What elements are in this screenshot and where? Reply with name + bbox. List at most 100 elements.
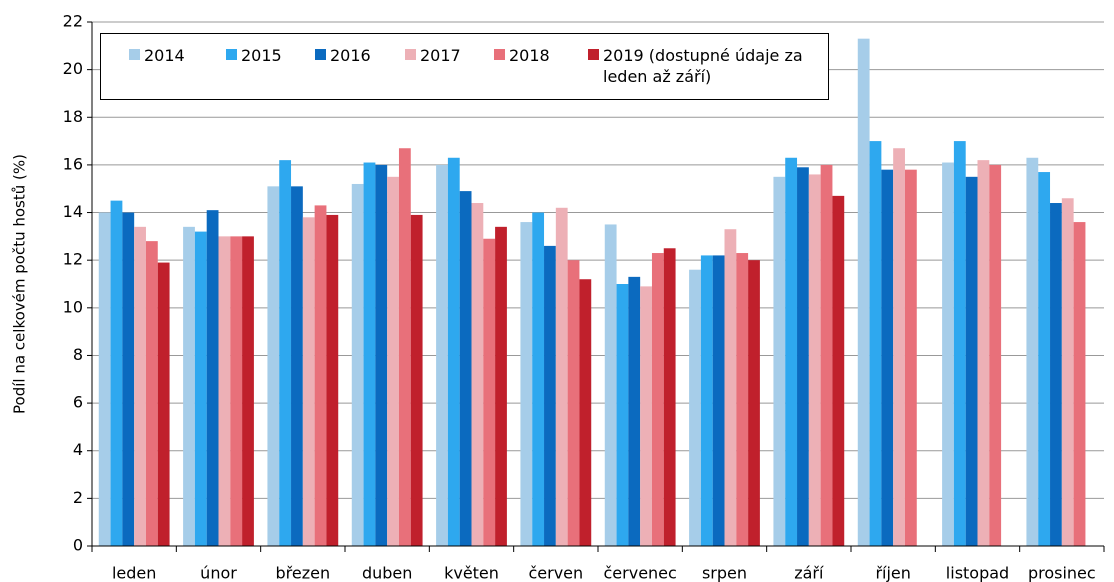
bar (942, 162, 954, 546)
bar (567, 260, 580, 546)
legend-swatch (494, 49, 505, 60)
y-tick-label: 4 (73, 440, 83, 459)
bar (483, 238, 496, 546)
bar (869, 141, 882, 546)
bar (881, 169, 894, 546)
legend-entry: 2015 (226, 45, 282, 66)
bar (398, 148, 411, 546)
x-tick-label: duben (362, 564, 412, 582)
bar (724, 229, 737, 546)
bar (532, 212, 545, 546)
legend-label: 2015 (241, 46, 282, 65)
x-tick-label: červen (528, 564, 583, 582)
bar (351, 183, 364, 547)
x-tick-label: květen (444, 564, 499, 582)
x-tick-label: červenec (604, 564, 677, 582)
bar (1038, 172, 1051, 546)
bar (579, 279, 592, 546)
bar (700, 255, 713, 546)
bar (134, 226, 146, 546)
bar (242, 236, 254, 546)
bar (808, 174, 821, 546)
bar (640, 286, 652, 546)
legend-entry: 2018 (494, 45, 550, 66)
bar (953, 141, 966, 546)
legend-label: 2019 (dostupné údaje za leden až září) (603, 46, 803, 86)
bar (410, 214, 423, 546)
x-tick-label: srpen (702, 564, 747, 582)
bar (965, 176, 978, 546)
bar (604, 224, 617, 547)
bar (689, 269, 701, 546)
legend-entry: 2017 (405, 45, 461, 66)
legend-entry: 2014 (129, 45, 185, 66)
bar (471, 203, 484, 546)
y-tick-label: 6 (73, 393, 83, 412)
bar (230, 236, 243, 546)
y-tick-label: 20 (63, 59, 83, 78)
bar (797, 167, 809, 547)
legend-swatch (129, 49, 140, 60)
bar (663, 248, 676, 547)
bar (495, 226, 507, 546)
bar (651, 253, 664, 546)
legend-swatch (315, 49, 326, 60)
bar (447, 157, 460, 546)
bar (157, 262, 170, 546)
bar (977, 160, 990, 547)
bar (748, 260, 760, 546)
bar (183, 226, 195, 546)
y-tick-label: 2 (73, 488, 83, 507)
bar (279, 160, 292, 547)
y-tick-label: 14 (63, 202, 83, 221)
bar (904, 169, 917, 546)
legend-label: 2018 (509, 46, 550, 65)
x-tick-label: leden (112, 564, 156, 582)
bar (893, 148, 905, 546)
y-tick-label: 22 (63, 12, 83, 31)
bar (736, 253, 749, 546)
x-tick-label: listopad (946, 564, 1009, 582)
bar (1061, 198, 1074, 546)
legend-swatch (588, 49, 599, 60)
y-axis-label: Podíl na celkovém počtu hostů (%) (11, 154, 29, 414)
bar (832, 195, 845, 546)
legend-label: 2014 (144, 46, 185, 65)
bar (302, 217, 315, 547)
bar (773, 176, 786, 546)
bar (218, 236, 231, 546)
legend-swatch (226, 49, 237, 60)
y-tick-label: 8 (73, 345, 83, 364)
y-tick-label: 18 (63, 107, 83, 126)
bar (387, 176, 399, 546)
legend: 2014 2015 2016 2017 2018 2019 (dostupné údaje… (100, 33, 829, 100)
bar (555, 207, 568, 547)
bar (989, 164, 1002, 546)
bar (436, 164, 448, 546)
bar (98, 212, 111, 546)
bar (267, 186, 280, 546)
bar (1026, 157, 1039, 546)
x-tick-label: únor (200, 564, 237, 582)
bar (145, 241, 158, 547)
y-tick-label: 12 (63, 250, 83, 269)
y-tick-label: 16 (63, 154, 83, 173)
bar (206, 210, 219, 546)
bar (110, 200, 123, 547)
bar (122, 212, 135, 546)
bar (459, 191, 472, 547)
bar (363, 162, 376, 546)
x-tick-label: říjen (875, 564, 910, 582)
bar (314, 205, 327, 546)
x-tick-label: září (794, 564, 824, 582)
x-tick-label: březen (276, 564, 331, 582)
bar (520, 222, 533, 546)
bar (326, 214, 339, 546)
bar (544, 245, 556, 546)
legend-entry: 2016 (315, 45, 371, 66)
legend-swatch (405, 49, 416, 60)
legend-entry: 2019 (dostupné údaje za leden až září) (588, 45, 818, 87)
legend-label: 2017 (420, 46, 461, 65)
